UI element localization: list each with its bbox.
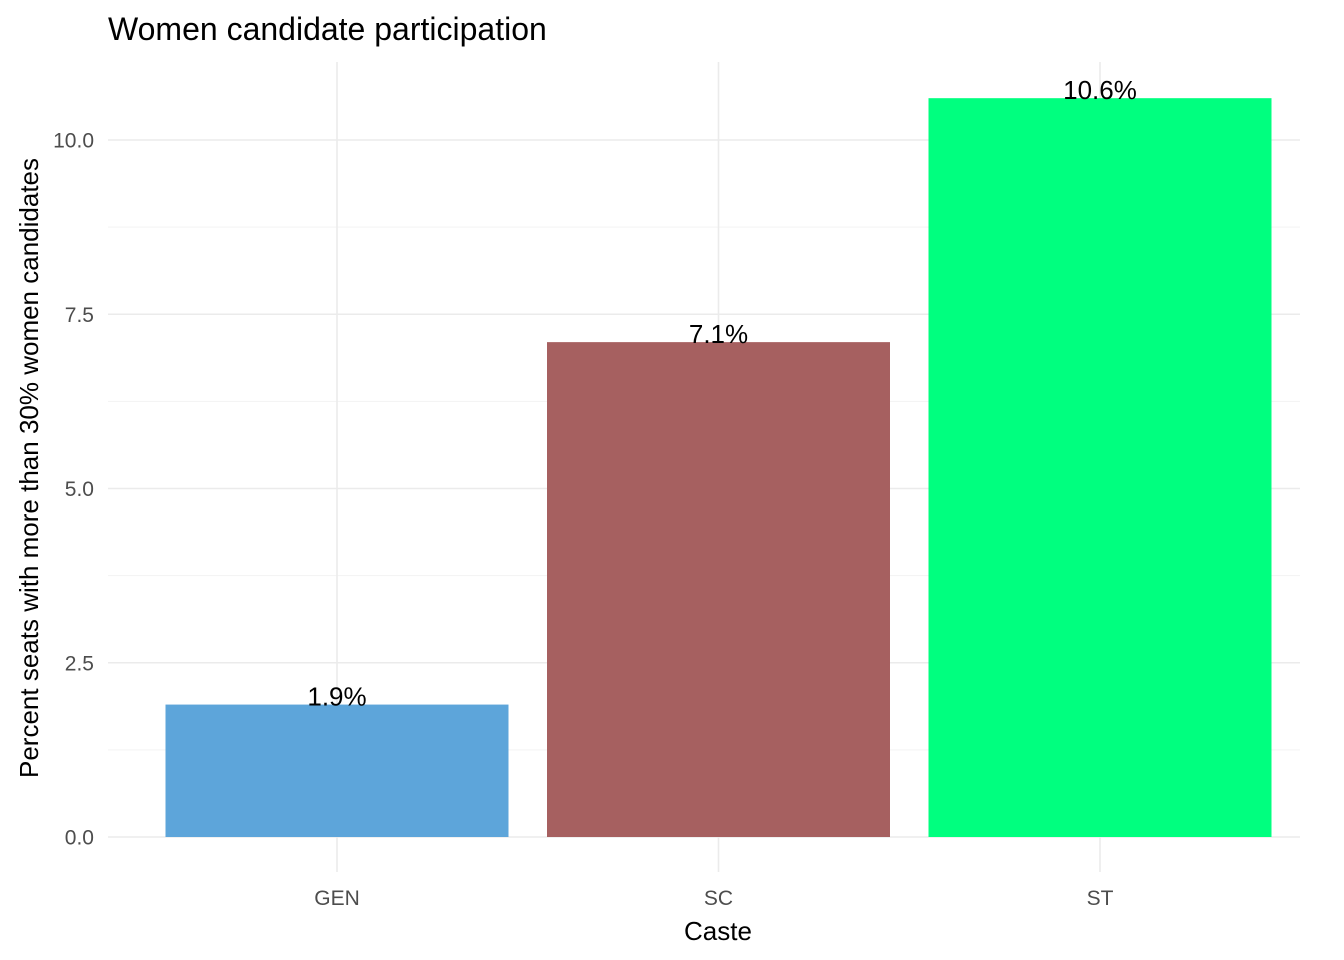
x-axis-ticks: GEN SC ST bbox=[314, 887, 1113, 910]
chart-title: Women candidate participation bbox=[108, 11, 547, 47]
data-label-sc: 7.1% bbox=[689, 319, 748, 349]
x-tick-label-sc: SC bbox=[704, 887, 733, 910]
data-label-gen: 1.9% bbox=[307, 682, 366, 712]
bars bbox=[165, 98, 1272, 838]
bar-gen bbox=[165, 704, 509, 837]
y-tick-label: 7.5 bbox=[65, 304, 94, 327]
bar-st bbox=[928, 98, 1272, 838]
data-label-st: 10.6% bbox=[1063, 75, 1137, 105]
y-tick-label: 5.0 bbox=[65, 478, 94, 501]
x-tick-label-gen: GEN bbox=[314, 887, 360, 910]
x-axis-title: Caste bbox=[684, 916, 752, 946]
x-tick-label-st: ST bbox=[1087, 887, 1114, 910]
bar-sc bbox=[547, 342, 890, 837]
y-tick-label: 10.0 bbox=[53, 130, 94, 153]
data-labels: 1.9% 7.1% 10.6% bbox=[307, 75, 1137, 711]
y-tick-label: 0.0 bbox=[65, 827, 94, 850]
y-axis-title: Percent seats with more than 30% women c… bbox=[14, 158, 44, 778]
y-tick-label: 2.5 bbox=[65, 652, 94, 675]
y-axis-ticks: 0.0 2.5 5.0 7.5 10.0 bbox=[53, 130, 94, 850]
